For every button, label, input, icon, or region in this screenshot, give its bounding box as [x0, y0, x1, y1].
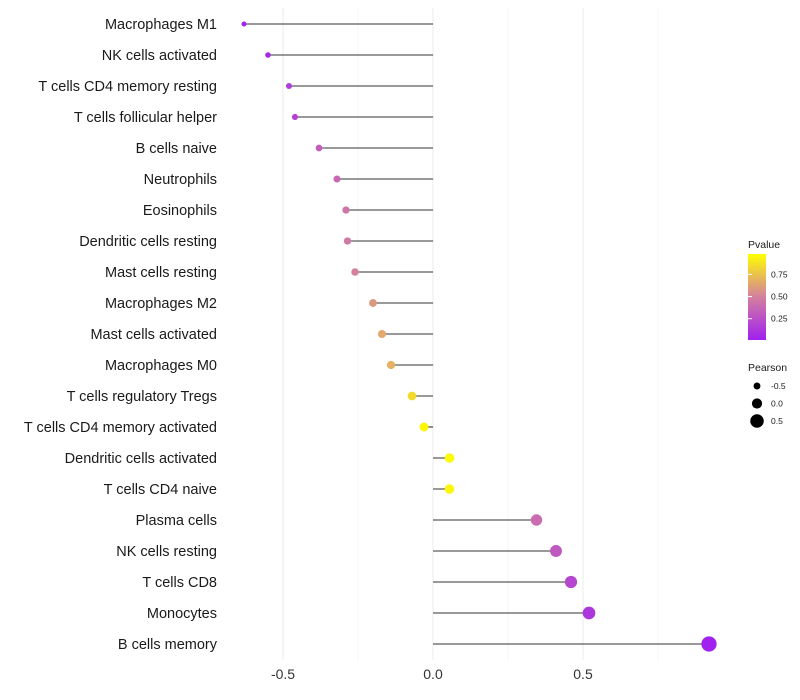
- lollipop-point: [285, 82, 293, 90]
- lollipop-point: [333, 175, 341, 183]
- lollipop-stems: [244, 23, 709, 645]
- category-label: NK cells resting: [116, 544, 217, 560]
- lollipop-points: [241, 21, 717, 652]
- pvalue-colorbar: [748, 254, 766, 340]
- pearson-legend: Pearson -0.5 0.0 0.5: [748, 362, 787, 428]
- category-label: Dendritic cells resting: [79, 234, 217, 250]
- lollipop-point: [550, 545, 562, 557]
- size-legend-key: [753, 382, 761, 390]
- x-tick-label: -0.5: [271, 666, 295, 682]
- lollipop-point: [377, 329, 387, 339]
- category-label: Macrophages M0: [105, 358, 217, 374]
- lollipop-point: [386, 360, 396, 370]
- lollipop-point: [291, 113, 299, 121]
- lollipop-point: [315, 144, 323, 152]
- lollipop-point: [444, 484, 455, 494]
- lollipop-point: [701, 636, 717, 652]
- lollipop-point: [369, 299, 377, 307]
- lollipop-point: [530, 514, 543, 526]
- size-legend-label: 0.5: [771, 416, 783, 426]
- category-label: T cells follicular helper: [74, 110, 217, 126]
- colorbar-tick-label: 0.50: [771, 292, 788, 302]
- category-label: Monocytes: [147, 606, 217, 622]
- lollipop-point: [343, 237, 352, 245]
- lollipop-point: [342, 206, 350, 214]
- size-legend-label: 0.0: [771, 399, 783, 409]
- category-label: Plasma cells: [136, 513, 217, 529]
- size-legend-key: [751, 398, 763, 409]
- category-label: Mast cells activated: [90, 327, 217, 343]
- lollipop-point: [564, 575, 578, 589]
- lollipop-point: [407, 391, 417, 401]
- category-label: Macrophages M1: [105, 17, 217, 33]
- category-label: T cells CD4 naive: [104, 482, 217, 498]
- size-legend-label: -0.5: [771, 381, 786, 391]
- lollipop-point: [444, 453, 455, 463]
- lollipop-point: [241, 21, 247, 27]
- x-axis-tick-labels: -0.5 0.0 0.5: [271, 666, 593, 682]
- category-label: T cells CD4 memory activated: [24, 420, 217, 436]
- category-label: T cells regulatory Tregs: [67, 389, 217, 405]
- pvalue-legend-title: Pvalue: [748, 239, 780, 251]
- grid-lines: [282, 8, 659, 660]
- category-label: Eosinophils: [143, 203, 217, 219]
- colorbar-tick-label: 0.75: [771, 269, 788, 279]
- lollipop-point: [351, 268, 359, 276]
- lollipop-point: [265, 52, 271, 58]
- lollipop-point: [419, 422, 429, 432]
- category-labels: Macrophages M1 NK cells activated T cells …: [24, 17, 218, 653]
- category-label: T cells CD4 memory resting: [38, 79, 217, 95]
- category-label: B cells naive: [136, 141, 217, 157]
- x-tick-label: 0.5: [573, 666, 593, 682]
- pearson-legend-title: Pearson: [748, 362, 787, 374]
- category-label: Macrophages M2: [105, 296, 217, 312]
- category-label: Mast cells resting: [105, 265, 217, 281]
- colorbar-tick-label: 0.25: [771, 314, 788, 324]
- category-label: NK cells activated: [102, 48, 217, 64]
- category-label: T cells CD8: [142, 575, 217, 591]
- category-label: Dendritic cells activated: [65, 451, 217, 467]
- x-tick-label: 0.0: [423, 666, 443, 682]
- category-label: B cells memory: [118, 637, 218, 653]
- pvalue-legend: Pvalue 0.25 0.50 0.75: [748, 239, 788, 340]
- size-legend-key: [750, 414, 764, 428]
- lollipop-point: [582, 606, 596, 620]
- category-label: Neutrophils: [144, 172, 217, 188]
